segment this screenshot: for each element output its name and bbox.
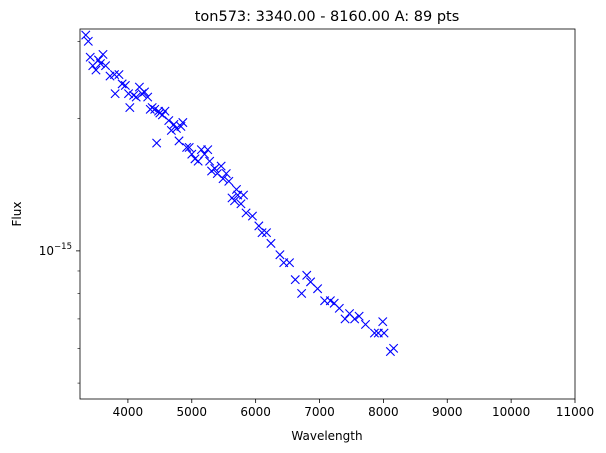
y-axis-ticks: 10−15 — [39, 41, 80, 384]
data-point — [117, 79, 127, 89]
plot-frame — [79, 28, 576, 400]
data-point — [275, 250, 285, 260]
data-point — [110, 89, 120, 99]
data-point — [178, 117, 188, 128]
data-point — [247, 211, 258, 221]
x-tick-label: 9000 — [432, 405, 463, 419]
data-point — [216, 161, 226, 171]
data-point — [109, 69, 120, 80]
data-point — [114, 69, 124, 80]
data-point — [369, 328, 380, 338]
data-point — [340, 314, 350, 324]
data-point — [166, 125, 176, 136]
data-point — [221, 168, 231, 179]
x-tick-label: 11000 — [556, 405, 594, 419]
y-tick-label-base: 10 — [39, 244, 54, 258]
data-point — [174, 136, 184, 146]
data-point — [164, 115, 174, 126]
data-point — [120, 80, 130, 91]
data-point — [160, 106, 170, 116]
data-point — [229, 196, 240, 206]
data-point — [313, 284, 323, 294]
data-point — [169, 119, 179, 130]
data-point — [290, 275, 300, 285]
data-point — [129, 90, 139, 100]
data-point — [83, 36, 93, 46]
data-point — [389, 343, 399, 353]
y-tick-label: 10−15 — [39, 242, 72, 258]
data-point — [261, 228, 272, 238]
data-point — [131, 92, 141, 102]
y-axis-label: Flux — [10, 202, 24, 227]
x-tick-label: 10000 — [492, 405, 530, 419]
data-point — [152, 138, 162, 148]
data-point — [354, 311, 364, 321]
data-point — [203, 145, 213, 155]
data-point — [139, 87, 150, 97]
data-point — [199, 149, 210, 159]
x-axis-label: Wavelength — [291, 429, 362, 443]
data-point — [98, 49, 108, 60]
data-point — [224, 176, 234, 186]
data-point — [205, 156, 215, 166]
data-point — [379, 328, 389, 338]
data-point — [360, 319, 371, 330]
data-point — [302, 270, 312, 280]
data-point — [378, 317, 388, 327]
data-point — [236, 199, 246, 209]
data-points — [81, 30, 399, 357]
data-point — [350, 314, 360, 324]
data-point — [210, 163, 220, 174]
data-point — [231, 184, 242, 195]
x-tick-label: 4000 — [113, 405, 144, 419]
data-point — [254, 221, 264, 231]
x-tick-label: 7000 — [304, 405, 335, 419]
data-point — [297, 288, 307, 299]
x-tick-label: 6000 — [240, 405, 271, 419]
data-point — [218, 174, 228, 184]
x-tick-label: 5000 — [177, 405, 208, 419]
data-point — [100, 61, 111, 71]
data-point — [266, 238, 276, 248]
data-point — [137, 89, 147, 99]
data-point — [334, 303, 344, 313]
x-tick-label: 8000 — [368, 405, 399, 419]
data-point — [81, 30, 91, 40]
y-tick-label-exponent: −15 — [54, 242, 72, 252]
x-axis-ticks: 4000 5000 6000 7000 8000 9000 10000 11000 — [113, 399, 594, 419]
data-point — [85, 52, 95, 62]
data-point — [284, 258, 295, 268]
data-point — [184, 142, 194, 153]
data-point — [91, 65, 101, 75]
data-point — [257, 228, 267, 238]
data-point — [125, 102, 135, 113]
data-point — [182, 142, 192, 153]
data-point — [95, 58, 106, 69]
data-point — [241, 208, 251, 218]
data-point — [143, 92, 153, 102]
data-point — [196, 145, 206, 155]
data-point — [123, 89, 134, 99]
data-point — [238, 190, 249, 200]
chart-title: ton573: 3340.00 - 8160.00 A: 89 pts — [195, 9, 460, 25]
